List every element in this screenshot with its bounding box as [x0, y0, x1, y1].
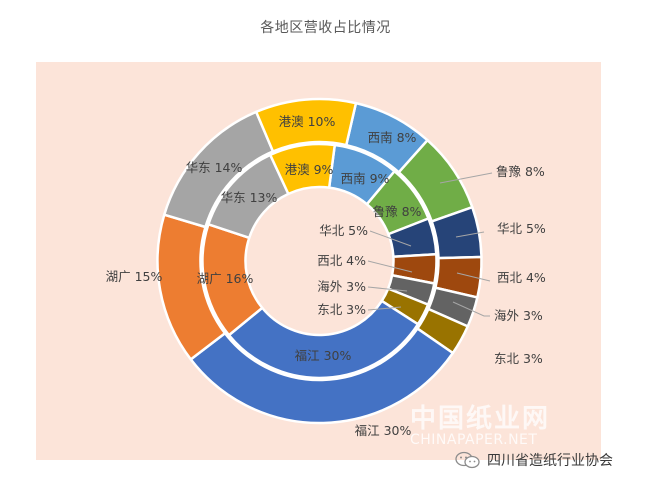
data-label: 东北 3%: [317, 302, 366, 317]
leader-lines: [367, 172, 493, 317]
data-label: 港澳 10%: [279, 114, 336, 129]
leader-line: [369, 230, 412, 247]
leader-line: [439, 172, 493, 184]
data-label: 海外 3%: [317, 279, 366, 294]
watermark-english: CHINAPAPER.NET: [410, 432, 538, 448]
data-label: 西北 4%: [497, 270, 546, 285]
data-label: 西南 9%: [341, 171, 390, 186]
data-label: 海外 3%: [494, 308, 543, 323]
data-label: 鲁豫 8%: [496, 164, 545, 179]
wechat-icon: [455, 451, 481, 469]
slice-inner-1-6: [227, 299, 420, 380]
data-label: 湖广 16%: [197, 271, 254, 286]
data-labels: 西南 8% 鲁豫 8% 华北 5% 西北 4% 海外 3% 东北 3% 福江 30% 湖广 1…: [106, 114, 546, 438]
leader-line: [455, 231, 485, 238]
data-label: 华东 13%: [221, 190, 278, 205]
slice-inner-1-9: [268, 142, 337, 196]
leader-line: [456, 272, 491, 282]
data-label: 西南 8%: [368, 130, 417, 145]
slice-outer-0-9: [254, 97, 358, 153]
data-label: 东北 3%: [494, 351, 543, 366]
brand-credit: 四川省造纸行业协会: [455, 450, 613, 470]
leader-line: [367, 286, 408, 292]
data-label: 华北 5%: [319, 223, 368, 238]
leader-line: [452, 301, 490, 317]
leader-line: [367, 260, 413, 273]
leader-line: [367, 306, 402, 311]
data-label: 湖广 15%: [106, 269, 163, 284]
data-label: 福江 30%: [295, 348, 352, 363]
data-label: 华东 14%: [186, 160, 243, 175]
brand-label: 四川省造纸行业协会: [487, 453, 613, 469]
data-label: 福江 30%: [355, 423, 412, 438]
data-label: 西北 4%: [317, 253, 366, 268]
donut-rings: [156, 97, 483, 425]
watermark-chinese: 中国纸业网: [410, 404, 551, 434]
data-label: 港澳 9%: [285, 162, 334, 177]
data-label: 鲁豫 8%: [373, 204, 422, 219]
chart-title: 各地区营收占比情况: [260, 20, 391, 36]
data-label: 华北 5%: [497, 221, 546, 236]
